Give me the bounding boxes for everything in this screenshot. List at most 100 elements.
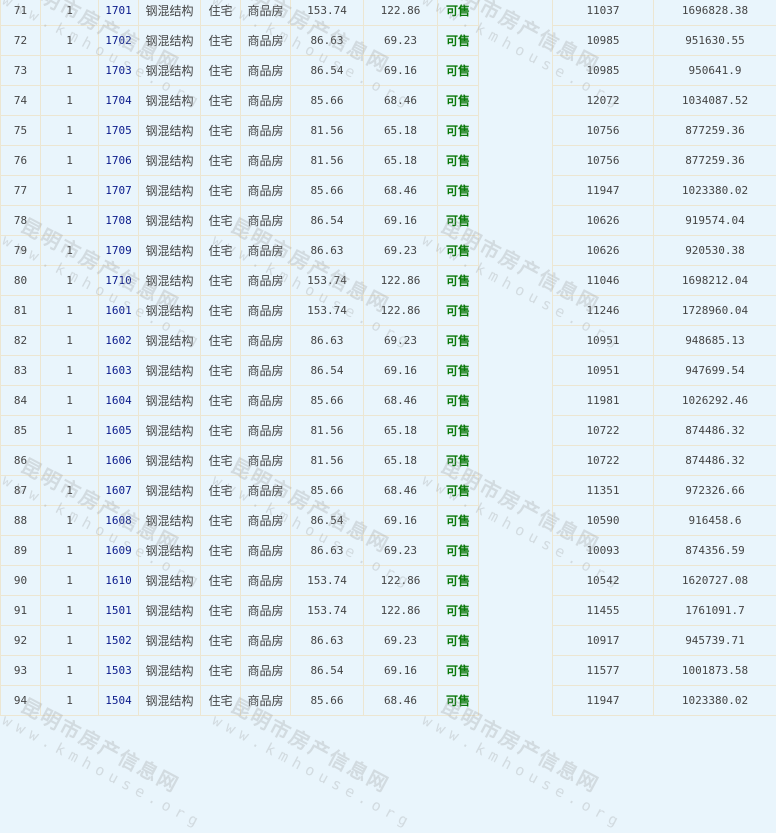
row-structure: 钢混结构 bbox=[139, 206, 201, 236]
room-number-link[interactable]: 1608 bbox=[99, 506, 139, 536]
row-floor: 1 bbox=[41, 476, 99, 506]
room-number-link[interactable]: 1502 bbox=[99, 626, 139, 656]
row-total-price: 1023380.02 bbox=[654, 176, 776, 206]
room-number-link[interactable]: 1701 bbox=[99, 0, 139, 26]
room-number-link[interactable]: 1609 bbox=[99, 536, 139, 566]
row-index: 72 bbox=[1, 26, 41, 56]
row-floor: 1 bbox=[41, 656, 99, 686]
row-unit-price: 10985 bbox=[553, 56, 654, 86]
room-number-link[interactable]: 1601 bbox=[99, 296, 139, 326]
row-structure: 钢混结构 bbox=[139, 26, 201, 56]
row-build-area: 81.56 bbox=[291, 416, 364, 446]
blank-cell bbox=[479, 686, 553, 716]
room-number-link[interactable]: 1501 bbox=[99, 596, 139, 626]
row-total-price: 874486.32 bbox=[654, 416, 776, 446]
room-number-link[interactable]: 1702 bbox=[99, 26, 139, 56]
row-inner-area: 69.16 bbox=[364, 206, 438, 236]
blank-cell bbox=[479, 386, 553, 416]
row-type: 商品房 bbox=[241, 326, 291, 356]
row-use: 住宅 bbox=[201, 296, 241, 326]
blank-cell bbox=[479, 176, 553, 206]
room-number-link[interactable]: 1709 bbox=[99, 236, 139, 266]
row-index: 89 bbox=[1, 536, 41, 566]
room-number-link[interactable]: 1705 bbox=[99, 116, 139, 146]
row-use: 住宅 bbox=[201, 476, 241, 506]
row-structure: 钢混结构 bbox=[139, 476, 201, 506]
room-number-link[interactable]: 1606 bbox=[99, 446, 139, 476]
row-total-price: 950641.9 bbox=[654, 56, 776, 86]
row-inner-area: 65.18 bbox=[364, 416, 438, 446]
status-label: 可售 bbox=[438, 536, 479, 566]
blank-cell bbox=[479, 86, 553, 116]
blank-cell bbox=[479, 326, 553, 356]
row-index: 80 bbox=[1, 266, 41, 296]
blank-cell bbox=[479, 596, 553, 626]
room-number-link[interactable]: 1503 bbox=[99, 656, 139, 686]
row-unit-price: 10590 bbox=[553, 506, 654, 536]
row-index: 86 bbox=[1, 446, 41, 476]
row-structure: 钢混结构 bbox=[139, 536, 201, 566]
room-number-link[interactable]: 1707 bbox=[99, 176, 139, 206]
row-floor: 1 bbox=[41, 356, 99, 386]
row-use: 住宅 bbox=[201, 146, 241, 176]
row-unit-price: 10756 bbox=[553, 146, 654, 176]
room-number-link[interactable]: 1605 bbox=[99, 416, 139, 446]
row-structure: 钢混结构 bbox=[139, 656, 201, 686]
status-label: 可售 bbox=[438, 266, 479, 296]
row-build-area: 86.54 bbox=[291, 356, 364, 386]
row-unit-price: 10951 bbox=[553, 356, 654, 386]
blank-cell bbox=[479, 146, 553, 176]
room-number-link[interactable]: 1602 bbox=[99, 326, 139, 356]
status-label: 可售 bbox=[438, 206, 479, 236]
row-floor: 1 bbox=[41, 566, 99, 596]
row-index: 75 bbox=[1, 116, 41, 146]
blank-cell bbox=[479, 266, 553, 296]
row-floor: 1 bbox=[41, 146, 99, 176]
room-number-link[interactable]: 1504 bbox=[99, 686, 139, 716]
room-number-link[interactable]: 1604 bbox=[99, 386, 139, 416]
row-inner-area: 65.18 bbox=[364, 116, 438, 146]
row-inner-area: 68.46 bbox=[364, 86, 438, 116]
row-unit-price: 11246 bbox=[553, 296, 654, 326]
row-total-price: 1034087.52 bbox=[654, 86, 776, 116]
room-number-link[interactable]: 1708 bbox=[99, 206, 139, 236]
row-use: 住宅 bbox=[201, 686, 241, 716]
row-use: 住宅 bbox=[201, 326, 241, 356]
row-use: 住宅 bbox=[201, 206, 241, 236]
room-number-link[interactable]: 1603 bbox=[99, 356, 139, 386]
row-build-area: 85.66 bbox=[291, 386, 364, 416]
blank-cell bbox=[479, 206, 553, 236]
row-unit-price: 10985 bbox=[553, 26, 654, 56]
row-total-price: 1761091.7 bbox=[654, 596, 776, 626]
room-number-link[interactable]: 1703 bbox=[99, 56, 139, 86]
status-label: 可售 bbox=[438, 116, 479, 146]
row-use: 住宅 bbox=[201, 116, 241, 146]
row-build-area: 86.54 bbox=[291, 206, 364, 236]
room-number-link[interactable]: 1710 bbox=[99, 266, 139, 296]
room-number-link[interactable]: 1706 bbox=[99, 146, 139, 176]
row-build-area: 153.74 bbox=[291, 296, 364, 326]
row-floor: 1 bbox=[41, 0, 99, 26]
row-floor: 1 bbox=[41, 686, 99, 716]
room-number-link[interactable]: 1610 bbox=[99, 566, 139, 596]
status-label: 可售 bbox=[438, 686, 479, 716]
row-type: 商品房 bbox=[241, 686, 291, 716]
status-label: 可售 bbox=[438, 356, 479, 386]
blank-cell bbox=[479, 356, 553, 386]
room-number-link[interactable]: 1704 bbox=[99, 86, 139, 116]
row-inner-area: 69.16 bbox=[364, 356, 438, 386]
room-number-link[interactable]: 1607 bbox=[99, 476, 139, 506]
row-type: 商品房 bbox=[241, 566, 291, 596]
row-build-area: 86.54 bbox=[291, 506, 364, 536]
row-build-area: 86.63 bbox=[291, 626, 364, 656]
